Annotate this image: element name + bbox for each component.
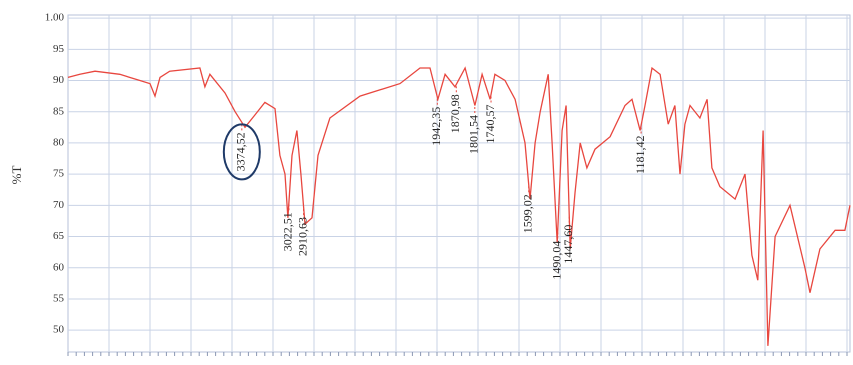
y-tick-label: 70 [53,199,65,211]
annotation-label: 1942,35 [429,107,443,146]
annotation-label: 2910,63 [295,217,309,256]
y-tick-label: 50 [53,324,65,336]
y-tick-label: 65 [53,230,65,242]
y-tick-label: 60 [53,261,65,273]
annotation-label: 1870,98 [448,94,462,133]
y-tick-label: 75 [53,168,65,180]
annotation-label: 3374,52 [234,132,248,171]
annotation-label: 1181,42 [633,135,647,174]
highlight-ellipse [222,123,261,181]
y-tick-label: 95 [53,43,65,55]
annotation-label: 1740,57 [483,104,497,143]
annotation-label: 1801,54 [467,115,481,154]
y-tick-label: 90 [53,74,65,86]
y-tick-label: 55 [53,292,65,304]
y-tick-label: 80 [53,136,65,148]
annotation-label: 3022,51 [281,212,295,251]
annotation-label: 1447,60 [561,225,575,264]
annotation-label: 1599,02 [520,194,534,233]
y-tick-label: 1.00 [45,12,65,24]
y-tick-label: 85 [53,105,65,117]
annotation-label: 1490,04 [550,241,564,280]
y-axis-label: %T [9,166,24,185]
plot-area [67,14,851,353]
